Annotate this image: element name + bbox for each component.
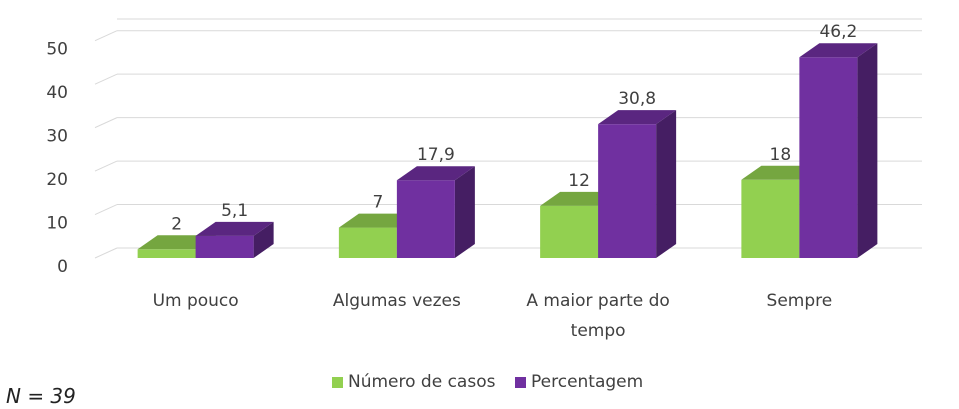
data-label: 7 bbox=[372, 193, 383, 213]
data-label: 30,8 bbox=[618, 89, 656, 109]
legend-swatch bbox=[332, 376, 343, 388]
annotation: N = 39 bbox=[6, 384, 76, 408]
legend-label: Percentagem bbox=[531, 372, 644, 392]
bar bbox=[540, 205, 599, 258]
legend-item: Percentagem bbox=[515, 372, 643, 392]
bar-side bbox=[656, 110, 677, 258]
legend-label: Número de casos bbox=[348, 372, 496, 392]
x-tick-label: Algumas vezes bbox=[332, 291, 461, 311]
y-tick-label: 0 bbox=[57, 257, 68, 277]
y-tick-label: 20 bbox=[46, 170, 68, 190]
bar bbox=[195, 235, 254, 258]
y-tick-label: 10 bbox=[46, 214, 68, 234]
data-label: 46,2 bbox=[819, 22, 857, 42]
grid-line bbox=[94, 117, 118, 129]
data-label: 18 bbox=[770, 145, 792, 165]
x-tick-label: Sempre bbox=[766, 291, 833, 311]
bar-side bbox=[857, 43, 878, 258]
bar-top bbox=[195, 221, 274, 236]
bar-top bbox=[799, 43, 878, 58]
grid-line bbox=[94, 160, 118, 172]
x-tick-label: A maior parte do tempo bbox=[526, 291, 670, 341]
bar-side bbox=[454, 166, 475, 258]
grid-line bbox=[94, 247, 118, 259]
legend-item: Número de casos bbox=[332, 372, 495, 392]
legend-swatch bbox=[515, 376, 526, 388]
data-label: 2 bbox=[171, 214, 182, 234]
bar bbox=[396, 180, 455, 258]
bar-side bbox=[253, 221, 274, 258]
x-tick-label: Um pouco bbox=[152, 291, 239, 311]
data-label: 17,9 bbox=[417, 145, 455, 165]
bar-top bbox=[598, 110, 677, 125]
bar bbox=[338, 227, 397, 258]
data-label: 5,1 bbox=[221, 201, 248, 221]
grid-line bbox=[94, 204, 118, 216]
bar bbox=[741, 179, 800, 258]
y-tick-label: 30 bbox=[46, 127, 68, 147]
y-tick-label: 40 bbox=[46, 83, 68, 103]
grid-line bbox=[94, 30, 118, 42]
bar bbox=[598, 124, 657, 258]
grid-line bbox=[94, 73, 118, 85]
bar-top bbox=[396, 166, 475, 181]
bar bbox=[137, 249, 196, 258]
bar bbox=[799, 57, 858, 258]
data-label: 12 bbox=[568, 171, 590, 191]
y-tick-label: 50 bbox=[46, 40, 68, 60]
